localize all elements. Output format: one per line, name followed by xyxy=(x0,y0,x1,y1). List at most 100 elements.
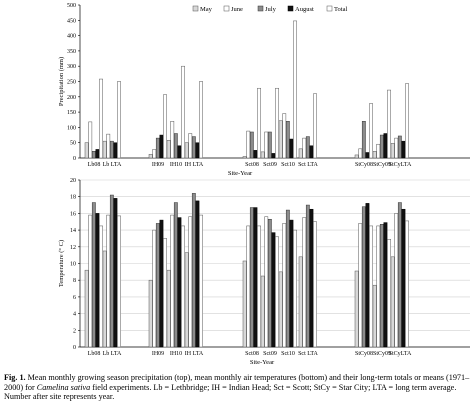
bar-sct09-august xyxy=(271,153,276,159)
bar-ih10-total xyxy=(181,65,185,159)
bar-stcy09-july xyxy=(379,224,384,348)
bar-sct10-june xyxy=(282,113,287,159)
bar-ih10-may xyxy=(166,269,171,348)
x-tick-label: Sct09 xyxy=(263,351,277,357)
x-tick-label: Lb LTA xyxy=(103,162,122,168)
x-tick-label: Lb LTA xyxy=(103,351,122,357)
legend-swatch-july xyxy=(257,5,264,12)
bar-lb08-june xyxy=(88,121,93,159)
y-tick-label: 10 xyxy=(70,262,76,268)
bar-sct08-august xyxy=(253,150,258,159)
bar-ih10-july xyxy=(173,202,178,348)
y-tick-label: 200 xyxy=(67,95,76,101)
x-tick-label: IH LTA xyxy=(185,162,204,168)
bar-ih09-total xyxy=(163,94,167,159)
y-tick-label: 8 xyxy=(73,278,76,284)
y-tick-label: 0 xyxy=(73,345,76,351)
y-tick-label: 20 xyxy=(70,178,76,184)
bar-sct-lta-july xyxy=(305,136,310,159)
temperature-chart: 0 2 4 6 8 10 12 14 16 18 20 Temperature (° C) Lb08 Lb… xyxy=(58,178,470,366)
bar-sct10-june xyxy=(282,223,287,348)
bar-ih10-june xyxy=(170,214,175,348)
bar-ih-lta-may xyxy=(184,252,189,348)
bar-sct10-total xyxy=(293,229,297,348)
bar-lb-lta-june xyxy=(106,214,111,348)
bar-ih10-august xyxy=(177,217,182,348)
bar-stcy08-may xyxy=(354,154,359,159)
x-tick-label: StCy08 xyxy=(355,351,373,357)
y-tick-label: 50 xyxy=(70,141,76,147)
bar-ih-lta-july xyxy=(191,136,196,159)
bar-ih10-august xyxy=(177,145,182,159)
bar-lb08-august xyxy=(95,149,100,159)
legend-swatch-june xyxy=(223,5,230,12)
bar-sct10-july xyxy=(285,121,290,159)
bar-lb08-may xyxy=(84,269,89,348)
bar-sct-lta-may xyxy=(298,256,303,348)
bar-stcy09-total xyxy=(387,89,391,159)
bar-ih-lta-total xyxy=(199,214,203,348)
bar-stcy08-july xyxy=(361,121,366,159)
bar-sct08-july xyxy=(249,207,254,348)
x-tick-label: StCy08 xyxy=(355,162,373,168)
y-tick-label: 100 xyxy=(67,125,76,131)
bar-stcy09-august xyxy=(383,222,388,348)
bar-sct10-may xyxy=(278,120,283,159)
y-tick-label: 4 xyxy=(73,312,76,318)
bar-stcy08-august xyxy=(365,152,370,159)
bar-stcy09-total xyxy=(387,239,391,348)
bar-sct08-total xyxy=(257,225,261,348)
legend-swatch-may xyxy=(192,5,199,12)
bar-stcylta-august xyxy=(401,208,406,348)
bar-ih-lta-june xyxy=(188,216,193,348)
precipitation-chart: 0 50 100 150 200 250 300 350 400 450 500 Precipitat… xyxy=(58,3,470,177)
bar-ih09-total xyxy=(163,238,167,348)
caption-text-before: Mean monthly growing season precipitatio… xyxy=(4,373,470,392)
bar-sct08-may xyxy=(242,156,247,159)
x-axis-title: Site-Year xyxy=(228,170,253,177)
bar-stcy09-june xyxy=(376,225,381,348)
x-tick-label: Sct08 xyxy=(245,351,259,357)
bar-lb08-june xyxy=(88,214,93,348)
bar-ih09-july xyxy=(155,223,160,348)
bar-lb-lta-august xyxy=(113,198,118,348)
y-tick-label: 18 xyxy=(70,195,76,201)
y-tick-label: 400 xyxy=(67,34,76,40)
bar-sct09-june xyxy=(264,131,269,159)
bar-stcylta-august xyxy=(401,140,406,159)
bar-stcy09-may xyxy=(372,151,377,159)
bar-sct09-july xyxy=(267,218,272,348)
bar-sct-lta-total xyxy=(313,221,317,348)
bar-sct09-june xyxy=(264,216,269,348)
bar-ih09-june xyxy=(152,229,157,348)
x-tick-label: IH10 xyxy=(170,162,182,168)
x-tick-label: Sct LTA xyxy=(298,162,318,168)
figure: 050100150200250300350400450500Precipitat… xyxy=(58,3,470,366)
x-tick-label: Lb08 xyxy=(88,162,101,168)
bar-sct09-total xyxy=(275,236,279,348)
y-axis-title: Temperature (° C) xyxy=(58,240,65,287)
bar-sct09-total xyxy=(275,87,279,159)
legend-swatch-august xyxy=(287,5,294,12)
bar-stcylta-june xyxy=(394,137,399,159)
x-tick-label: StCyLTA xyxy=(389,162,412,168)
bar-ih-lta-july xyxy=(191,193,196,348)
bar-sct-lta-august xyxy=(309,145,314,159)
x-axis-title: Site-Year xyxy=(250,359,275,366)
bar-lb-lta-total xyxy=(117,215,121,348)
bar-ih09-july xyxy=(155,137,160,159)
bar-ih-lta-august xyxy=(195,200,200,348)
bar-lb08-july xyxy=(91,202,96,348)
bar-sct08-august xyxy=(253,207,258,348)
bar-sct-lta-june xyxy=(302,217,307,348)
x-tick-label: IH10 xyxy=(170,351,182,357)
y-tick-label: 6 xyxy=(73,295,76,301)
bar-stcylta-july xyxy=(397,135,402,159)
bar-lb-lta-july xyxy=(109,194,114,348)
x-tick-label: IH LTA xyxy=(185,351,204,357)
bar-stcy08-august xyxy=(365,203,370,348)
y-axis-title: Precipitation (mm) xyxy=(58,57,65,106)
bar-ih10-total xyxy=(181,225,185,348)
bar-stcy09-july xyxy=(379,134,384,159)
bar-ih-lta-june xyxy=(188,133,193,159)
